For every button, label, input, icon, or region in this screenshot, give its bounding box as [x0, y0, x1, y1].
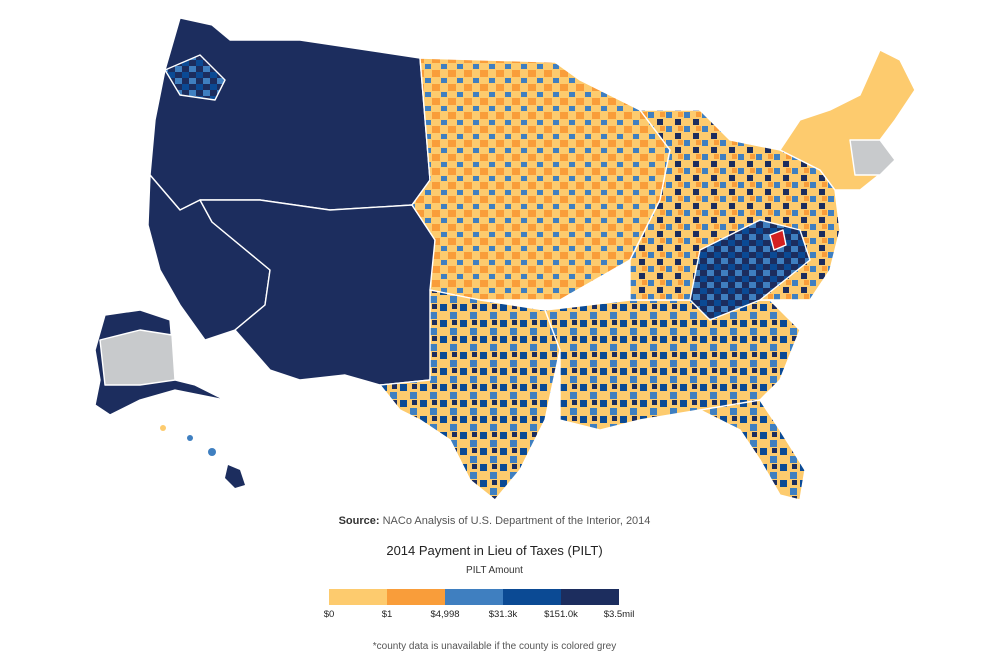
region-hawaii-2 — [187, 435, 193, 441]
legend-swatch-2 — [387, 589, 445, 605]
region-hawaii-big — [225, 465, 245, 488]
legend-swatch-1 — [329, 589, 387, 605]
region-west-mixed — [164, 54, 226, 101]
source-line: Source: NACo Analysis of U.S. Department… — [0, 515, 989, 527]
region-new-england-grey — [849, 139, 896, 176]
legend-tick-labels: $0 $1 $4,998 $31.3k $151.0k $3.5mil — [309, 609, 639, 623]
region-alaska-grey — [99, 329, 176, 386]
source-text: NACo Analysis of U.S. Department of the … — [382, 515, 651, 527]
legend-title: 2014 Payment in Lieu of Taxes (PILT) — [386, 543, 603, 558]
us-county-choropleth-map — [94, 17, 916, 501]
region-west-virginia-highlight — [769, 229, 787, 251]
legend-color-bar — [329, 589, 619, 605]
grey-note: *county data is unavailable if the count… — [372, 641, 617, 652]
legend-swatch-3 — [445, 589, 503, 605]
legend-tick: $31.3k — [488, 609, 518, 620]
legend-tick: $3.5mil — [603, 609, 635, 620]
region-florida — [699, 399, 806, 501]
legend-tick: $0 — [323, 609, 335, 620]
legend-subtitle: PILT Amount — [466, 565, 523, 576]
region-hawaii-3 — [208, 448, 216, 456]
legend-tick: $1 — [381, 609, 393, 620]
legend-tick: $4,998 — [430, 609, 460, 620]
region-northwest — [149, 17, 431, 211]
legend-swatch-4 — [503, 589, 561, 605]
region-hawaii-1 — [160, 425, 166, 431]
legend-swatch-5 — [561, 589, 619, 605]
source-label: Source: — [338, 515, 380, 527]
legend-tick: $151.0k — [544, 609, 578, 620]
region-southwest — [199, 199, 436, 386]
